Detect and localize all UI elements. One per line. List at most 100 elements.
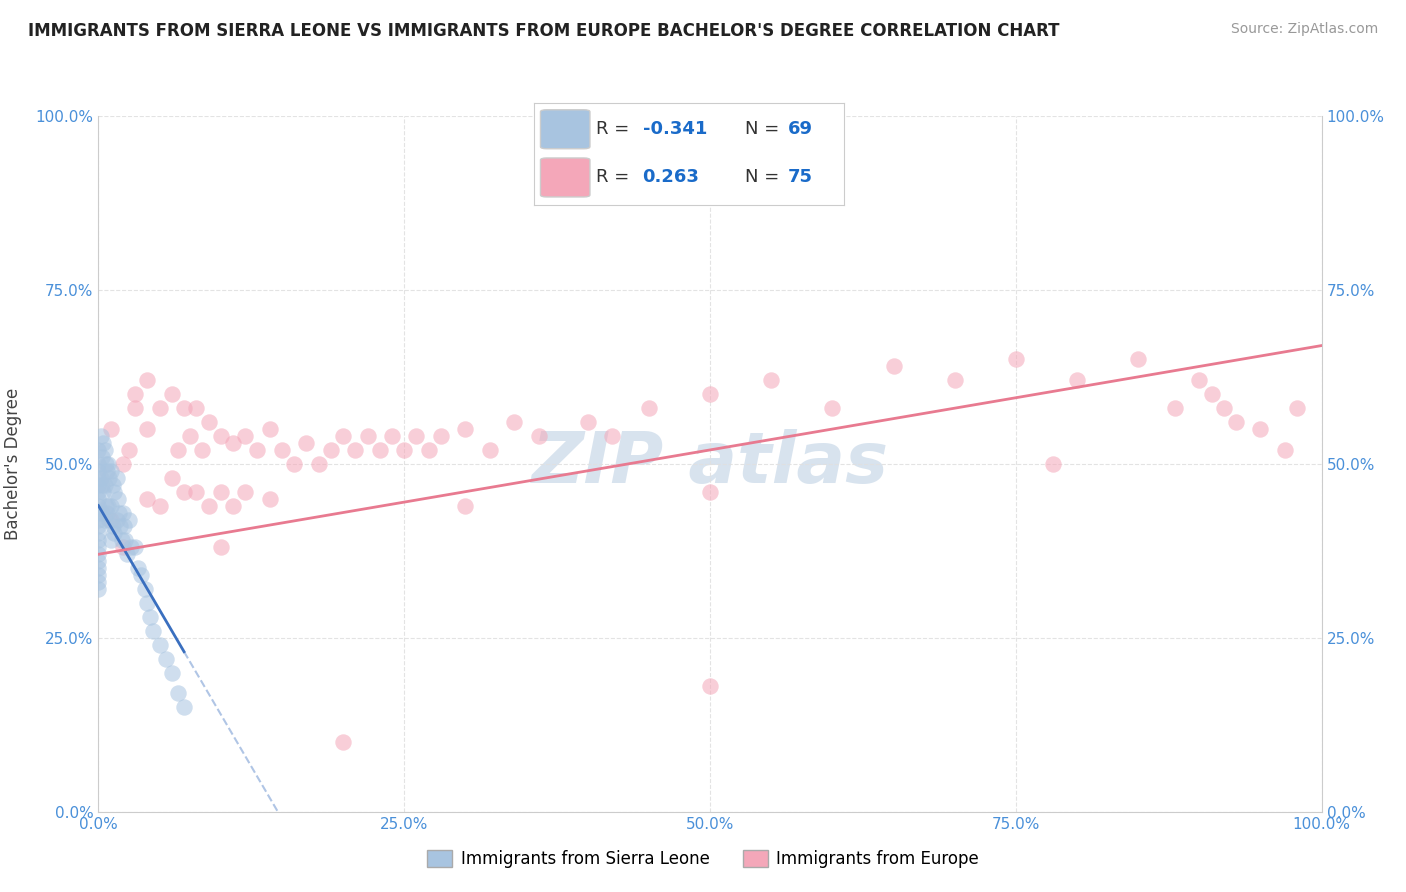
Point bbox=[134, 582, 156, 596]
Point bbox=[127, 561, 149, 575]
Point bbox=[98, 471, 121, 485]
Point bbox=[107, 491, 129, 506]
Point bbox=[209, 429, 232, 443]
Point bbox=[87, 477, 110, 491]
Point bbox=[111, 541, 134, 555]
Point bbox=[103, 484, 125, 499]
Point bbox=[87, 499, 110, 513]
Point bbox=[87, 547, 110, 561]
Point bbox=[197, 415, 219, 429]
Point bbox=[97, 457, 120, 471]
Point bbox=[110, 519, 132, 533]
Point bbox=[100, 499, 122, 513]
Point bbox=[87, 512, 110, 526]
Text: Source: ZipAtlas.com: Source: ZipAtlas.com bbox=[1230, 22, 1378, 37]
Point bbox=[943, 373, 966, 387]
Point bbox=[527, 429, 550, 443]
Text: IMMIGRANTS FROM SIERRA LEONE VS IMMIGRANTS FROM EUROPE BACHELOR'S DEGREE CORRELA: IMMIGRANTS FROM SIERRA LEONE VS IMMIGRAN… bbox=[28, 22, 1060, 40]
Point bbox=[87, 541, 110, 555]
Text: R =: R = bbox=[596, 169, 636, 186]
Point bbox=[356, 429, 378, 443]
Point bbox=[418, 442, 440, 457]
Point bbox=[136, 373, 159, 387]
Point bbox=[1066, 373, 1088, 387]
Point bbox=[87, 491, 110, 506]
Point bbox=[87, 582, 110, 596]
Point bbox=[246, 442, 269, 457]
Point bbox=[344, 442, 367, 457]
Point bbox=[124, 541, 146, 555]
Point bbox=[295, 436, 318, 450]
Point bbox=[1201, 387, 1223, 401]
Point bbox=[392, 442, 416, 457]
Point bbox=[136, 491, 159, 506]
Point bbox=[136, 422, 159, 436]
Point bbox=[87, 568, 110, 582]
Point bbox=[87, 457, 110, 471]
Point bbox=[454, 422, 477, 436]
Point bbox=[87, 506, 110, 520]
Point bbox=[1286, 401, 1309, 416]
Point bbox=[1128, 352, 1150, 367]
Point bbox=[87, 484, 110, 499]
Point bbox=[87, 561, 110, 575]
Point bbox=[454, 499, 477, 513]
Point bbox=[93, 442, 115, 457]
Point bbox=[233, 429, 256, 443]
Point bbox=[699, 680, 721, 694]
Point bbox=[209, 484, 232, 499]
Point bbox=[111, 506, 134, 520]
Text: 75: 75 bbox=[787, 169, 813, 186]
Point bbox=[160, 471, 183, 485]
Point bbox=[93, 477, 115, 491]
Point bbox=[167, 686, 190, 700]
Point bbox=[160, 665, 183, 680]
Point bbox=[87, 471, 110, 485]
Point bbox=[96, 506, 118, 520]
Point bbox=[600, 429, 623, 443]
Text: -0.341: -0.341 bbox=[643, 120, 707, 138]
Point bbox=[101, 519, 124, 533]
Point bbox=[478, 442, 501, 457]
Point bbox=[381, 429, 404, 443]
Text: 0.263: 0.263 bbox=[643, 169, 699, 186]
Point bbox=[112, 519, 135, 533]
Point bbox=[124, 387, 146, 401]
Text: R =: R = bbox=[596, 120, 636, 138]
Point bbox=[167, 442, 190, 457]
Point bbox=[209, 541, 232, 555]
Point bbox=[173, 700, 195, 714]
Text: ZIP atlas: ZIP atlas bbox=[531, 429, 889, 499]
Point bbox=[87, 575, 110, 590]
Point bbox=[96, 464, 118, 478]
Point bbox=[98, 512, 121, 526]
Point bbox=[1249, 422, 1271, 436]
Point bbox=[100, 422, 122, 436]
Point bbox=[105, 471, 128, 485]
Point bbox=[91, 450, 114, 464]
Text: N =: N = bbox=[745, 120, 785, 138]
Point bbox=[1164, 401, 1187, 416]
Point bbox=[368, 442, 391, 457]
Point bbox=[87, 526, 110, 541]
Point bbox=[761, 373, 783, 387]
Point bbox=[129, 568, 152, 582]
Point bbox=[155, 651, 177, 665]
Point bbox=[638, 401, 661, 416]
Point bbox=[90, 429, 112, 443]
Point bbox=[100, 464, 122, 478]
Point bbox=[222, 436, 245, 450]
FancyBboxPatch shape bbox=[540, 158, 591, 197]
Point bbox=[90, 471, 112, 485]
Point bbox=[124, 401, 146, 416]
Text: 69: 69 bbox=[787, 120, 813, 138]
Point bbox=[91, 436, 114, 450]
Y-axis label: Bachelor's Degree: Bachelor's Degree bbox=[4, 388, 21, 540]
Point bbox=[93, 512, 115, 526]
Point bbox=[91, 477, 114, 491]
Point bbox=[405, 429, 427, 443]
Point bbox=[191, 442, 214, 457]
Point bbox=[94, 457, 117, 471]
Point bbox=[259, 491, 281, 506]
Point bbox=[118, 512, 141, 526]
